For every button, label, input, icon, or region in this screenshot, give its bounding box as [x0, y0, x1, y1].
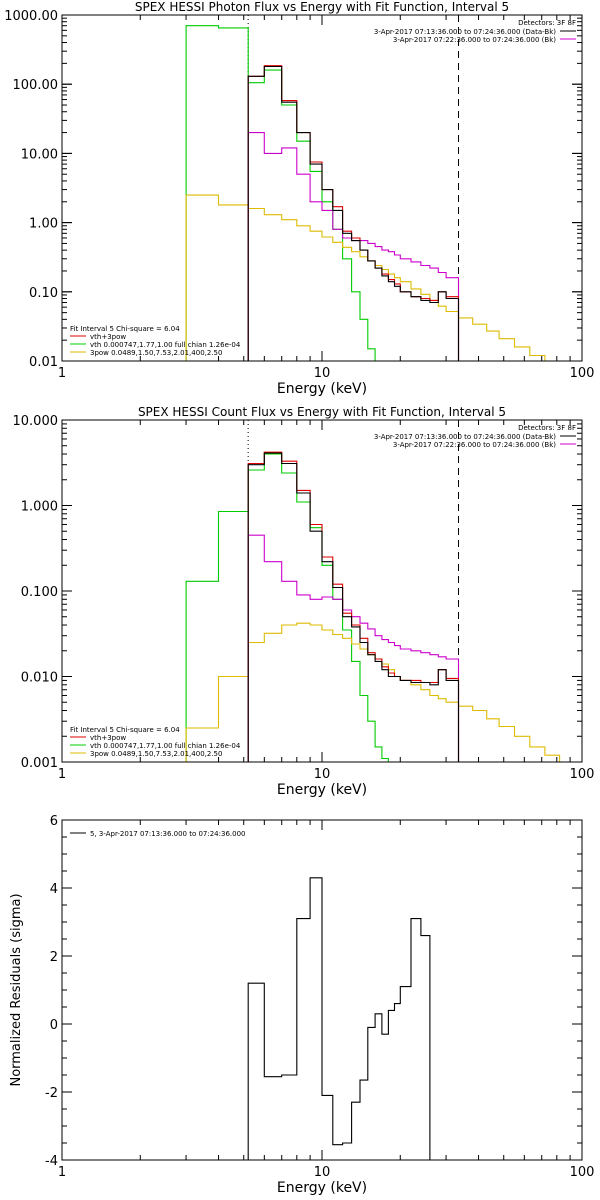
series-line: [247, 65, 460, 361]
chart-title: SPEX HESSI Photon Flux vs Energy with Fi…: [135, 0, 509, 14]
x-tick-label: 1: [58, 366, 66, 381]
series-line: [247, 534, 460, 762]
y-tick-label: 2: [50, 950, 58, 965]
series-line: [185, 453, 389, 762]
series-line: [247, 452, 460, 762]
x-axis-label: Energy (keV): [277, 782, 367, 798]
legend-entry-text: 5, 3-Apr-2017 07:13:36.000 to 07:24:36.0…: [90, 830, 245, 838]
y-tick-label: 0.10: [29, 286, 58, 301]
x-tick-label: 10: [314, 366, 331, 381]
y-tick-label: 100.00: [13, 78, 59, 93]
legend-entry-text: 3pow 0.0489,1.50,7.53,2.01,400,2.50: [90, 750, 222, 758]
legend-title: Detectors: 3F 8F: [518, 424, 576, 432]
y-tick-label: 6: [50, 814, 58, 829]
x-axis-label: Energy (keV): [277, 381, 367, 397]
legend-entry-text: vth+3pow: [90, 734, 126, 742]
x-axis-label: Energy (keV): [277, 1180, 367, 1196]
legend-entry-text: vth 0.000747,1.77,1.00 full chian 1.26e-…: [90, 341, 241, 349]
y-tick-label: 10.00: [21, 147, 58, 162]
plot-frame: [61, 819, 583, 1161]
y-tick-label: 4: [50, 882, 58, 897]
legend-entry-text: 3-Apr-2017 07:13:36.000 to 07:24:36.000 …: [374, 433, 556, 441]
plot-frame: [61, 419, 583, 763]
y-tick-label: 0.100: [21, 585, 58, 600]
legend-entry-text: 3-Apr-2017 07:22:36.000 to 07:24:36.000 …: [393, 36, 556, 44]
y-tick-label: -2: [45, 1086, 58, 1101]
y-axis-label: Normalized Residuals (sigma): [9, 893, 24, 1086]
series-line: [247, 877, 431, 1160]
y-tick-label: 1.00: [29, 217, 58, 232]
plot-frame: [61, 14, 583, 362]
series-group: [185, 451, 561, 762]
chart-title: SPEX HESSI Count Flux vs Energy with Fit…: [138, 405, 506, 419]
series-line: [185, 194, 560, 361]
legend-title: Fit Interval 5 Chi-square = 6.04: [70, 325, 180, 333]
x-tick-label: 10: [314, 1165, 331, 1180]
y-tick-label: -4: [45, 1154, 58, 1169]
legend-entry-text: 3pow 0.0489,1.50,7.53,2.01,400,2.50: [90, 349, 222, 357]
x-tick-label: 100: [570, 1165, 595, 1180]
legend-entry-text: 3-Apr-2017 07:13:36.000 to 07:24:36.000 …: [374, 28, 556, 36]
y-tick-label: 0: [50, 1018, 58, 1033]
x-tick-label: 100: [570, 767, 595, 782]
y-tick-label: 0.01: [29, 355, 58, 370]
y-tick-label: 10.000: [13, 414, 59, 429]
legend-entry-text: 3-Apr-2017 07:22:36.000 to 07:24:36.000 …: [393, 441, 556, 449]
series-line: [185, 25, 382, 361]
x-tick-label: 100: [570, 366, 595, 381]
series-line: [185, 622, 561, 762]
x-tick-label: 1: [58, 767, 66, 782]
y-tick-label: 0.010: [21, 671, 58, 686]
series-line: [247, 65, 460, 361]
series-group: [185, 25, 560, 361]
series-line: [247, 132, 460, 361]
legend-title: Detectors: 3F 8F: [518, 19, 576, 27]
legend-title: Fit Interval 5 Chi-square = 6.04: [70, 726, 180, 734]
y-tick-label: 1.000: [21, 500, 58, 515]
y-tick-label: 0.001: [21, 756, 58, 771]
x-tick-label: 1: [58, 1165, 66, 1180]
legend-entry-text: vth 0.000747,1.77,1.00 full chian 1.26e-…: [90, 742, 241, 750]
series-line: [247, 451, 460, 762]
y-tick-label: 1000.00: [4, 9, 58, 24]
legend-entry-text: vth+3pow: [90, 333, 126, 341]
series-group: [247, 877, 431, 1160]
x-tick-label: 10: [314, 767, 331, 782]
